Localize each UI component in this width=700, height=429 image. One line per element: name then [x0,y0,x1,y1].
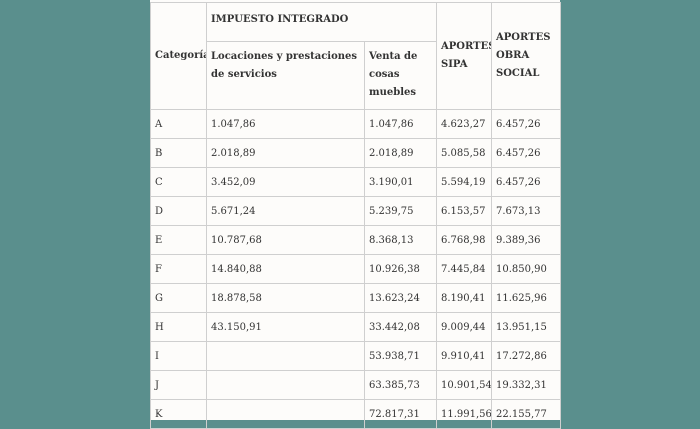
table-row: E 10.787,68 8.368,13 6.768,98 9.389,36 [150,225,561,255]
table-row: A 1.047,86 1.047,86 4.623,27 6.457,26 [150,109,561,139]
cell-aportes-obra-social: 11.625,96 [491,283,561,313]
cell-aportes-sipa: 11.991,56 [436,399,492,429]
header-aportes-obra-social: APORTES OBRA SOCIAL [491,2,561,110]
cell-locaciones: 14.840,88 [206,254,365,284]
cell-aportes-sipa: 9.009,44 [436,312,492,342]
cell-locaciones [206,399,365,429]
header-impuesto-integrado: IMPUESTO INTEGRADO [206,2,437,42]
cell-locaciones: 3.452,09 [206,167,365,197]
cell-aportes-obra-social: 9.389,36 [491,225,561,255]
header-categoria: Categoría [150,2,207,110]
cell-aportes-obra-social: 17.272,86 [491,341,561,371]
cell-aportes-obra-social: 6.457,26 [491,167,561,197]
cell-aportes-sipa: 5.594,19 [436,167,492,197]
categories-table: Categoría IMPUESTO INTEGRADO APORTES SIP… [150,2,561,429]
cell-venta: 10.926,38 [364,254,437,284]
cell-categoria: C [150,167,207,197]
cell-aportes-sipa: 10.901,54 [436,370,492,400]
cell-venta: 63.385,73 [364,370,437,400]
cell-aportes-sipa: 8.190,41 [436,283,492,313]
cell-aportes-sipa: 4.623,27 [436,109,492,139]
cell-venta: 33.442,08 [364,312,437,342]
cell-categoria: K [150,399,207,429]
cell-aportes-sipa: 6.768,98 [436,225,492,255]
cell-aportes-obra-social: 7.673,13 [491,196,561,226]
cell-aportes-sipa: 7.445,84 [436,254,492,284]
cell-locaciones: 1.047,86 [206,109,365,139]
cell-locaciones: 5.671,24 [206,196,365,226]
cell-locaciones: 18.878,58 [206,283,365,313]
cell-categoria: B [150,138,207,168]
cell-aportes-sipa: 5.085,58 [436,138,492,168]
cell-locaciones [206,370,365,400]
cell-aportes-obra-social: 19.332,31 [491,370,561,400]
cell-locaciones: 2.018,89 [206,138,365,168]
cell-aportes-obra-social: 13.951,15 [491,312,561,342]
cell-categoria: H [150,312,207,342]
cell-locaciones: 43.150,91 [206,312,365,342]
cell-categoria: J [150,370,207,400]
header-venta: Venta de cosas muebles [364,41,437,110]
header-aportes-sipa: APORTES SIPA [436,2,492,110]
cell-aportes-obra-social: 22.155,77 [491,399,561,429]
table-row: C 3.452,09 3.190,01 5.594,19 6.457,26 [150,167,561,197]
table-body: A 1.047,86 1.047,86 4.623,27 6.457,26 B … [150,109,561,429]
cell-categoria: E [150,225,207,255]
table-row: H 43.150,91 33.442,08 9.009,44 13.951,15 [150,312,561,342]
cell-aportes-obra-social: 6.457,26 [491,138,561,168]
cell-categoria: D [150,196,207,226]
table-row: F 14.840,88 10.926,38 7.445,84 10.850,90 [150,254,561,284]
cell-venta: 3.190,01 [364,167,437,197]
table-row: G 18.878,58 13.623,24 8.190,41 11.625,96 [150,283,561,313]
cell-venta: 8.368,13 [364,225,437,255]
cell-venta: 72.817,31 [364,399,437,429]
cell-categoria: F [150,254,207,284]
cell-venta: 5.239,75 [364,196,437,226]
cell-venta: 2.018,89 [364,138,437,168]
table-row: B 2.018,89 2.018,89 5.085,58 6.457,26 [150,138,561,168]
cell-locaciones [206,341,365,371]
header-locaciones: Locaciones y prestaciones de servicios [206,41,365,110]
cell-venta: 1.047,86 [364,109,437,139]
cell-venta: 13.623,24 [364,283,437,313]
table-row: J 63.385,73 10.901,54 19.332,31 [150,370,561,400]
cell-locaciones: 10.787,68 [206,225,365,255]
cell-aportes-obra-social: 10.850,90 [491,254,561,284]
cell-aportes-sipa: 9.910,41 [436,341,492,371]
table-row: K 72.817,31 11.991,56 22.155,77 [150,399,561,429]
cell-categoria: G [150,283,207,313]
cell-categoria: I [150,341,207,371]
cell-aportes-sipa: 6.153,57 [436,196,492,226]
table-row: D 5.671,24 5.239,75 6.153,57 7.673,13 [150,196,561,226]
cell-venta: 53.938,71 [364,341,437,371]
table-row: I 53.938,71 9.910,41 17.272,86 [150,341,561,371]
cell-categoria: A [150,109,207,139]
cell-aportes-obra-social: 6.457,26 [491,109,561,139]
